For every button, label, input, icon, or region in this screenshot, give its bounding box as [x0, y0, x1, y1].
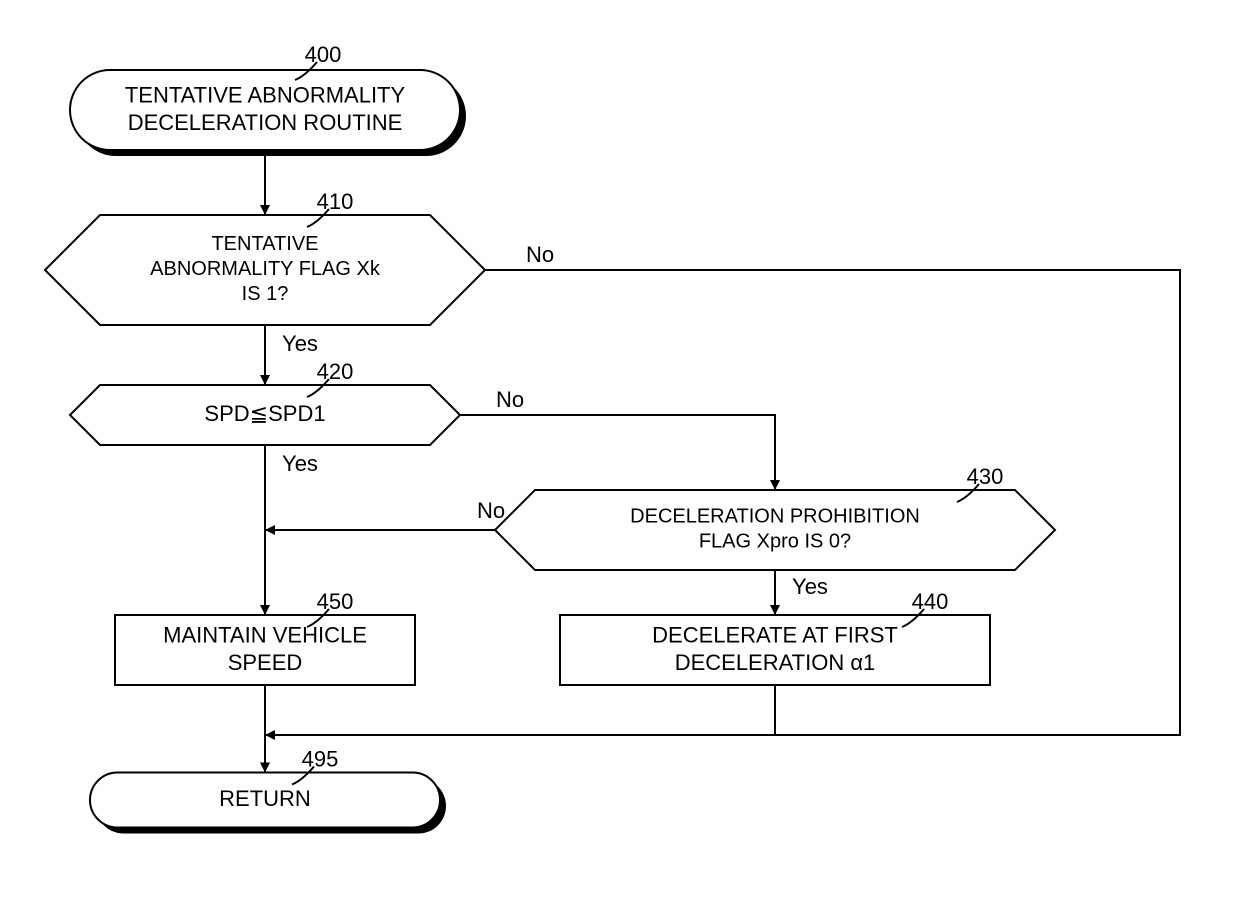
edge-label: No [496, 387, 524, 412]
ref-label: 400 [305, 42, 342, 67]
ref-label: 430 [967, 464, 1004, 489]
edge-label: Yes [282, 451, 318, 476]
ref-label: 420 [317, 359, 354, 384]
flowchart-diagram: TENTATIVE ABNORMALITYDECELERATION ROUTIN… [0, 0, 1240, 897]
decision-420-text: SPD≦SPD1 [204, 401, 325, 426]
ref-label: 450 [317, 589, 354, 614]
ref-label: 410 [317, 189, 354, 214]
edge [460, 415, 775, 490]
ref-label: 495 [302, 746, 339, 771]
edge-label: No [526, 242, 554, 267]
edge-label: Yes [282, 331, 318, 356]
end-terminator-text: RETURN [219, 786, 311, 811]
edge-label: Yes [792, 574, 828, 599]
edge-label: No [477, 498, 505, 523]
ref-label: 440 [912, 589, 949, 614]
